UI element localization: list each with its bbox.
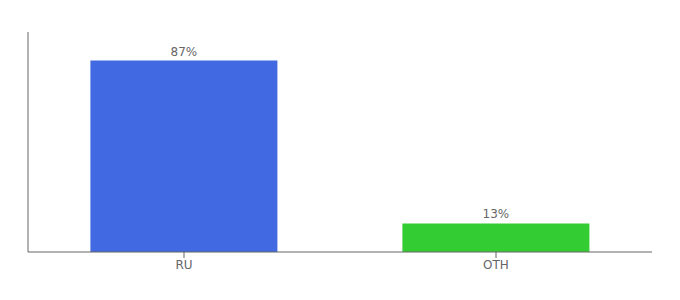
svg-text:13%: 13%	[483, 207, 510, 221]
svg-text:RU: RU	[175, 258, 192, 272]
svg-text:OTH: OTH	[483, 258, 509, 272]
svg-text:87%: 87%	[171, 45, 198, 59]
